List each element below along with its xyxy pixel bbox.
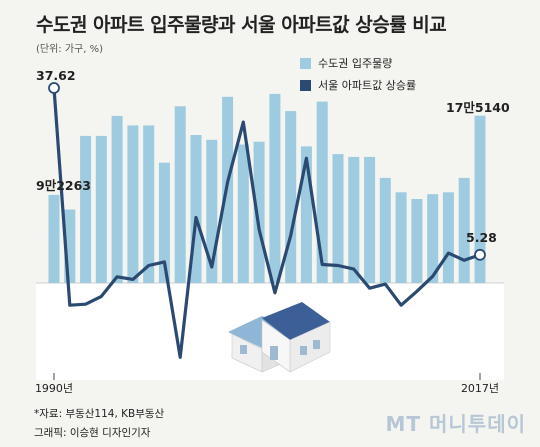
chart-title: 수도권 아파트 입주물량과 서울 아파트값 상승률 비교 [36, 14, 447, 36]
unit-label: (단위: 가구, %) [36, 44, 104, 55]
bar-2014 [427, 194, 439, 283]
bar-2006 [300, 146, 312, 283]
brand-logo: MT 머니투데이 [385, 412, 526, 436]
bar-2017 [474, 115, 486, 283]
source-note: *자료: 부동산114, KB부동산 [34, 408, 165, 420]
legend-swatch-line [300, 79, 311, 91]
bar-2005 [285, 111, 297, 283]
legend: 수도권 입주물량 서울 아파트값 상승률 [300, 52, 416, 96]
bar-2008 [332, 154, 344, 283]
bar-2012 [395, 192, 407, 283]
annotation-line-start: 37.62 [36, 68, 76, 83]
bar-2011 [379, 177, 391, 283]
bar-1993 [95, 135, 107, 283]
bar-2003 [253, 141, 265, 283]
bar-1997 [158, 162, 170, 283]
bar-1999 [190, 135, 202, 283]
bar-2004 [269, 93, 281, 284]
line-end-marker [474, 248, 486, 261]
bar-1992 [80, 135, 92, 283]
line-series [52, 87, 481, 359]
annotation-line-end: 5.28 [466, 230, 497, 245]
bar-2007 [316, 101, 328, 283]
bar-1994 [111, 115, 123, 284]
bar-1995 [127, 125, 139, 284]
line-start-marker [48, 82, 60, 94]
legend-label-bars: 수도권 입주물량 [318, 57, 393, 70]
bar-2015 [442, 192, 454, 283]
legend-label-line: 서울 아파트값 상승률 [318, 79, 417, 92]
graphic-credit: 그래픽: 이승현 디자인기자 [34, 427, 151, 439]
legend-item-bars: 수도권 입주물량 [300, 52, 416, 74]
legend-swatch-bars [300, 57, 311, 69]
annotation-bar-end: 17만5140 [446, 100, 510, 115]
bar-2016 [458, 177, 470, 283]
house-illustration [228, 302, 331, 373]
bar-1998 [174, 106, 186, 283]
bar-2002 [237, 144, 249, 283]
bar-1991 [64, 209, 76, 283]
bar-2013 [411, 199, 423, 283]
legend-item-line: 서울 아파트값 상승률 [300, 74, 416, 96]
bar-1996 [143, 125, 155, 284]
bar-2009 [348, 156, 360, 283]
bar-2010 [364, 156, 376, 283]
x-label-start: 1990년 [35, 382, 73, 395]
bar-1990 [48, 194, 60, 283]
x-label-end: 2017년 [461, 382, 499, 395]
bar-2000 [206, 139, 218, 284]
annotation-bar-start: 9만2263 [36, 178, 91, 193]
